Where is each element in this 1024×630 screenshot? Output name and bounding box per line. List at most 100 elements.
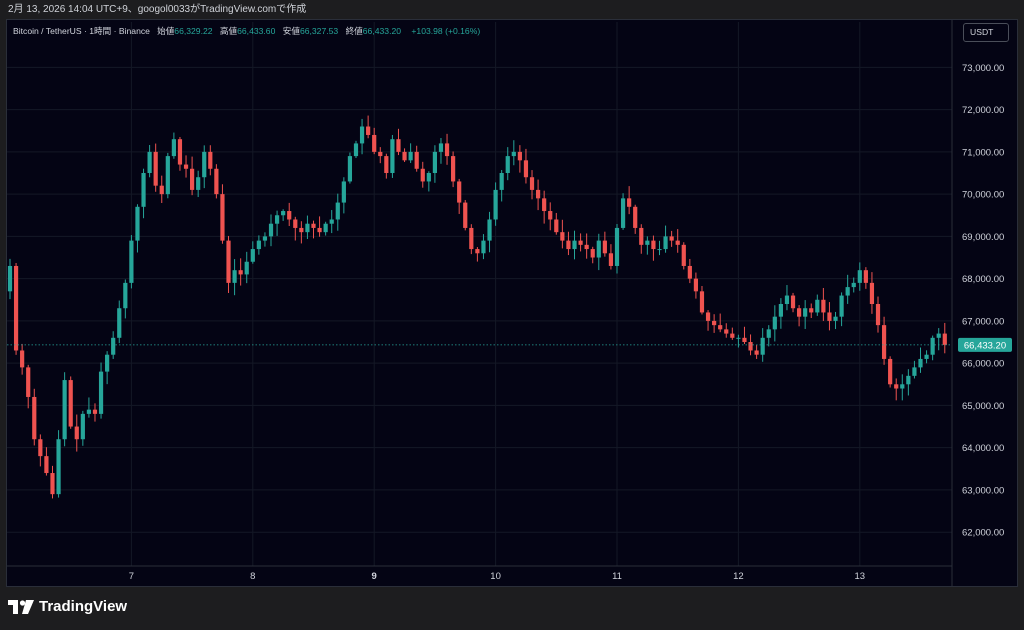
candle-body	[845, 287, 850, 296]
candle-body	[256, 240, 261, 250]
candle-body	[451, 156, 456, 182]
candle-body	[335, 202, 340, 220]
candlestick-chart[interactable]: 62,000.00 63,000.00 64,000.00 65,000.00 66,0…	[7, 20, 1018, 587]
candle-body	[250, 249, 255, 262]
candle-body	[651, 240, 656, 250]
candle-body	[196, 177, 201, 190]
candle-body	[863, 270, 868, 283]
candle-body	[778, 304, 783, 317]
price-tick-label: 62,000.00	[962, 528, 1004, 539]
candle-body	[596, 240, 601, 258]
candle-body	[98, 371, 104, 414]
candle-body	[123, 282, 128, 309]
candle-body	[244, 261, 249, 275]
candle-body	[645, 240, 650, 245]
candle-body	[323, 223, 328, 233]
candle-body	[699, 291, 705, 313]
candle-body	[159, 185, 164, 195]
candle-body	[912, 367, 917, 376]
candle-body	[262, 236, 268, 241]
candle-body	[548, 211, 553, 220]
candle-body	[633, 206, 638, 228]
price-tick-label: 67,000.00	[962, 316, 1004, 327]
candle-body	[438, 143, 444, 152]
candle-body	[135, 206, 140, 241]
candle-body	[68, 380, 73, 427]
candle-body	[766, 329, 771, 338]
candle-body	[268, 223, 274, 237]
candle-body	[299, 227, 304, 233]
price-tick-label: 72,000.00	[962, 105, 1004, 116]
candle-body	[693, 278, 699, 292]
candle-body	[378, 151, 383, 157]
candle-body	[420, 168, 425, 182]
candle-body	[742, 337, 747, 343]
candle-body	[554, 219, 559, 233]
time-tick-label: 8	[250, 571, 255, 582]
candle-body	[444, 143, 450, 157]
candle-body	[183, 164, 189, 169]
candle-body	[481, 240, 486, 254]
candle-body	[475, 249, 480, 254]
candle-body	[560, 232, 565, 241]
candle-body	[44, 456, 49, 474]
candle-body	[772, 316, 777, 330]
candle-body	[208, 151, 213, 169]
last-price-badge	[958, 337, 1012, 352]
candle-body	[281, 211, 286, 216]
candle-body	[620, 198, 626, 228]
price-tick-label: 69,000.00	[962, 232, 1004, 243]
price-tick-label: 63,000.00	[962, 485, 1004, 496]
candle-body	[869, 282, 875, 304]
candle-body	[165, 156, 170, 195]
tradingview-logo[interactable]: TradingView	[8, 598, 127, 615]
candle-body	[663, 236, 668, 250]
candle-body	[881, 325, 887, 359]
candle-body	[408, 151, 413, 161]
candle-body	[924, 354, 929, 359]
candle-body	[220, 194, 225, 241]
high-label: 高値	[219, 26, 238, 36]
candle-body	[74, 426, 79, 440]
candle-body	[80, 413, 85, 440]
candle-body	[797, 308, 802, 317]
candle-body	[329, 219, 334, 224]
candle-body	[523, 160, 529, 178]
candle-body	[359, 126, 365, 144]
candle-body	[62, 380, 67, 440]
candle-body	[341, 181, 346, 203]
time-tick-label: 12	[733, 571, 744, 582]
candle-body	[274, 215, 280, 224]
candle-body	[238, 270, 243, 275]
candle-body	[681, 244, 686, 266]
watermark-caption: 2月 13, 2026 14:04 UTC+9、googol0033がTradi…	[8, 4, 307, 15]
candle-body	[760, 337, 765, 355]
candle-body	[493, 189, 498, 220]
candle-body	[7, 265, 13, 292]
candle-body	[311, 223, 316, 228]
candle-body	[147, 151, 152, 173]
currency-button[interactable]: USDT	[963, 23, 1009, 42]
candle-body	[754, 350, 759, 355]
candle-body	[888, 358, 893, 385]
candle-body	[372, 134, 377, 152]
candle-body	[426, 173, 431, 182]
candle-body	[705, 312, 711, 321]
candle-body	[214, 168, 219, 195]
candle-body	[724, 329, 729, 334]
price-tick-label: 64,000.00	[962, 443, 1004, 454]
candle-body	[226, 240, 231, 283]
chart-pane[interactable]: 62,000.00 63,000.00 64,000.00 65,000.00 66,0…	[6, 19, 1018, 587]
change-value: +103.98 (+0.16%)	[411, 26, 481, 36]
candle-body	[669, 236, 674, 241]
candle-body	[857, 270, 862, 283]
candle-body	[111, 337, 116, 355]
candle-body	[353, 143, 359, 157]
candle-body	[56, 439, 61, 495]
candle-body	[936, 333, 941, 338]
candle-body	[942, 333, 947, 345]
candle-body	[505, 156, 510, 173]
candle-body	[833, 316, 838, 321]
candle-body	[827, 312, 832, 321]
price-tick-label: 65,000.00	[962, 401, 1004, 412]
